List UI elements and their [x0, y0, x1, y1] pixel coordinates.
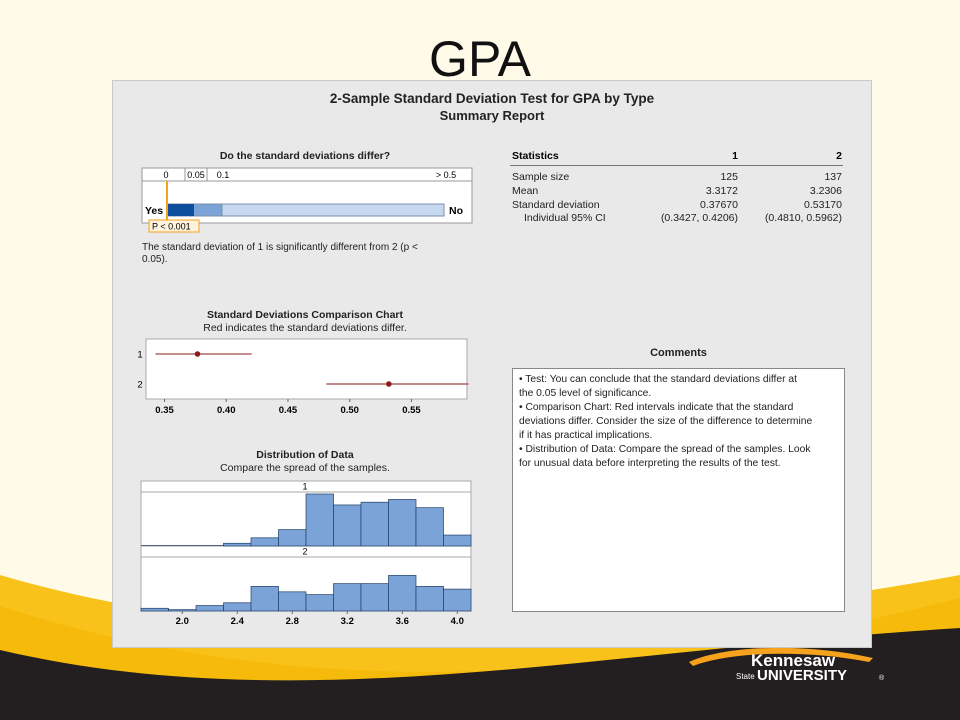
statistics-divider — [510, 165, 843, 166]
test-title: Do the standard deviations differ? — [219, 150, 391, 162]
stat-label: Standard deviation — [512, 199, 600, 211]
stat-value: 0.53170 — [804, 199, 842, 211]
stat-value: 137 — [824, 171, 842, 183]
histogram-bar — [333, 504, 362, 547]
p-value-label: P < 0.001 — [152, 222, 191, 232]
comparison-plot-area — [145, 338, 468, 400]
panel-label: 1 — [302, 482, 307, 492]
histogram-bar — [443, 534, 472, 547]
logo-registered: ® — [879, 674, 885, 682]
scale-tick-label: > 0.5 — [436, 170, 456, 180]
category-label: 2 — [137, 380, 142, 391]
category-label: 1 — [137, 350, 142, 361]
stat-value: (0.4810, 0.5962) — [764, 212, 842, 224]
histogram-bar — [250, 537, 279, 547]
x-tick-label: 3.2 — [341, 616, 354, 627]
scale-tick-label: 0 — [163, 170, 168, 180]
scale-tick-label: 0.05 — [187, 170, 205, 180]
stat-label: Mean — [512, 185, 539, 197]
histogram-bar — [168, 609, 197, 612]
logo-line1: Kennesaw — [751, 651, 836, 670]
comment-line: for unusual data before interpreting the… — [519, 458, 781, 469]
x-tick-label: 2.4 — [231, 616, 245, 627]
x-tick-label: 0.50 — [340, 405, 359, 416]
x-tick-label: 3.6 — [396, 616, 409, 627]
x-tick-label: 2.0 — [176, 616, 189, 627]
stat-value: 125 — [720, 171, 738, 183]
histogram-bar — [195, 605, 224, 612]
scale-body — [141, 180, 473, 224]
distribution-chart: 1 2 2.0 2.4 2.8 3.2 3.6 4.0 — [140, 480, 472, 627]
comment-line: deviations differ. Consider the size of … — [519, 416, 813, 427]
distribution-subtitle: Compare the spread of the samples. — [220, 462, 390, 474]
panel-label: 2 — [302, 547, 307, 557]
x-tick-label: 0.40 — [217, 405, 236, 416]
logo-line2: UNIVERSITY — [757, 667, 847, 684]
histogram-bar — [415, 507, 444, 547]
stat-value: 0.37670 — [700, 199, 738, 211]
stat-label: Individual 95% CI — [524, 212, 606, 224]
report-subtitle: Summary Report — [439, 108, 545, 123]
comment-line: if it has practical implications. — [519, 430, 653, 441]
p-value-box — [148, 219, 200, 233]
comment-line: • Comparison Chart: Red intervals indica… — [519, 402, 794, 413]
comments-title: Comments — [650, 347, 707, 359]
histogram-bar — [250, 586, 279, 612]
comment-line: • Distribution of Data: Compare the spre… — [519, 444, 811, 455]
histogram-bar — [360, 583, 389, 612]
comparison-chart-subtitle: Red indicates the standard deviations di… — [203, 322, 407, 334]
x-tick-label: 0.55 — [402, 405, 421, 416]
histogram-bar — [278, 591, 307, 612]
histogram-bar — [278, 529, 307, 547]
p-value-scale: 0 0.05 0.1 > 0.5 Yes No P < 0.001 — [141, 167, 473, 233]
x-tick-label: 0.35 — [155, 405, 174, 416]
no-label: No — [449, 205, 463, 217]
stat-value: (0.3427, 0.4206) — [660, 212, 738, 224]
stat-value: 3.2306 — [809, 185, 842, 197]
histogram-bar — [388, 575, 417, 612]
histogram-bar — [305, 493, 334, 547]
histogram-bar — [305, 594, 334, 612]
logo-state: State — [736, 672, 755, 681]
histogram-bar — [140, 607, 169, 612]
report-title: 2-Sample Standard Deviation Test for GPA… — [329, 91, 655, 106]
histogram-bar — [223, 602, 252, 612]
sd-estimate-point — [386, 381, 392, 387]
histogram-bar — [388, 499, 417, 547]
comment-line: • Test: You can conclude that the standa… — [519, 374, 798, 385]
comments-box — [512, 368, 845, 612]
slide-title: GPA — [429, 31, 531, 87]
sd-estimate-point — [194, 351, 201, 357]
statistics-header: Statistics — [512, 150, 559, 162]
comment-line: the 0.05 level of significance. — [519, 388, 652, 399]
comparison-chart: 1 2 0.35 0.40 0.45 0.50 0.55 — [137, 338, 469, 416]
p-bar-dark — [167, 204, 194, 216]
x-tick-label: 4.0 — [451, 616, 464, 627]
university-logo: Kennesaw State UNIVERSITY ® — [689, 647, 885, 684]
scale-tick-label: 0.1 — [217, 170, 230, 180]
histogram-bar — [333, 583, 362, 612]
comparison-chart-title: Standard Deviations Comparison Chart — [206, 309, 404, 321]
stat-value: 3.3172 — [705, 185, 738, 197]
stat-label: Sample size — [512, 171, 570, 183]
test-conclusion: The standard deviation of 1 is significa… — [142, 242, 482, 266]
histogram-bar — [443, 588, 472, 612]
conclusion-line: 0.05). — [142, 254, 168, 265]
histogram-bar — [360, 501, 389, 547]
histogram-bar — [223, 542, 252, 547]
distribution-title: Distribution of Data — [256, 449, 354, 461]
statistics-col-2: 2 — [836, 150, 842, 162]
x-tick-label: 0.45 — [279, 405, 298, 416]
x-tick-label: 2.8 — [286, 616, 299, 627]
statistics-col-1: 1 — [732, 150, 738, 162]
histogram-bar — [415, 586, 444, 612]
yes-label: Yes — [145, 205, 163, 217]
conclusion-line: The standard deviation of 1 is significa… — [142, 242, 418, 253]
logo-swoosh-icon — [689, 647, 873, 666]
